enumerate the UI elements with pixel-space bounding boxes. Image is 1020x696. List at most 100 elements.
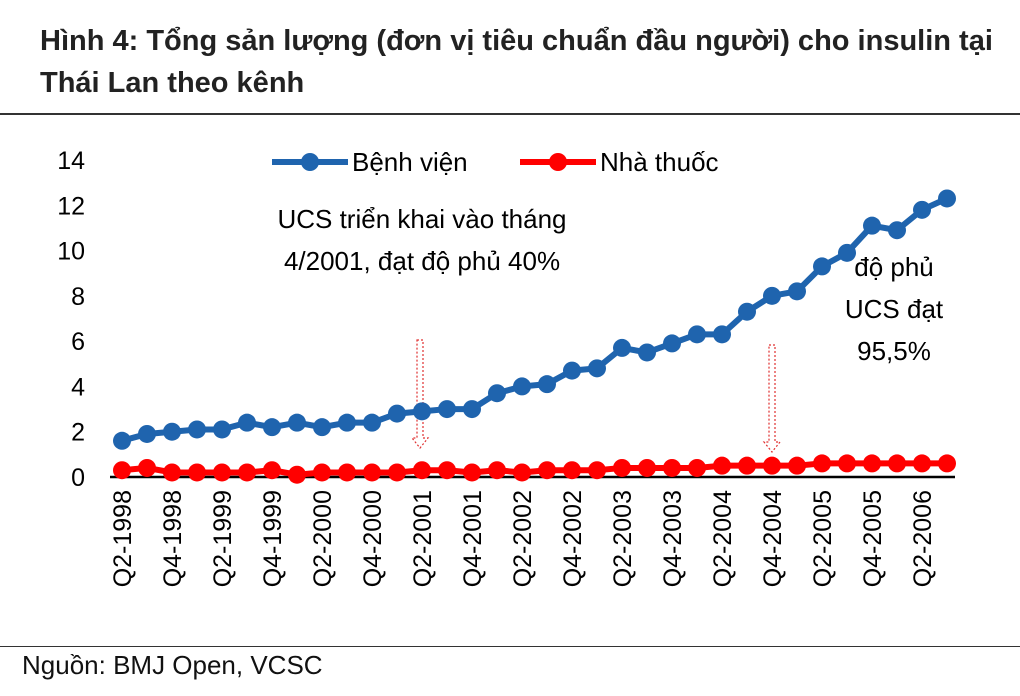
data-point — [638, 458, 656, 477]
data-point — [888, 454, 906, 473]
data-point — [388, 463, 406, 482]
x-tick-label: Q4-1999 — [259, 490, 287, 587]
data-point — [138, 458, 156, 477]
x-tick-label: Q2-1999 — [209, 490, 237, 587]
annotation-text: độ phủ — [854, 252, 934, 282]
annotation-text: UCS triển khai vào tháng — [277, 204, 566, 234]
data-point — [863, 454, 881, 473]
x-tick-label: Q2-2006 — [909, 490, 937, 587]
x-tick-label: Q4-2000 — [359, 490, 387, 587]
data-point — [563, 461, 581, 480]
data-point — [288, 465, 306, 484]
y-tick-label: 2 — [71, 419, 85, 447]
data-point — [363, 463, 381, 482]
legend-label: Nhà thuốc — [600, 147, 719, 177]
data-point — [488, 384, 506, 403]
data-point — [688, 458, 706, 477]
annotation-arrow — [762, 344, 782, 453]
series-line-hospital — [121, 195, 949, 444]
data-point — [363, 413, 381, 432]
data-point — [813, 454, 831, 473]
data-point — [688, 325, 706, 344]
y-tick-label: 10 — [57, 238, 85, 266]
data-point — [313, 418, 331, 437]
annotation-arrow — [410, 339, 430, 449]
data-point — [163, 463, 181, 482]
data-point — [488, 461, 506, 480]
data-point — [438, 400, 456, 419]
data-point — [113, 461, 131, 480]
source-note: Nguồn: BMJ Open, VCSC — [22, 650, 323, 680]
data-point — [713, 325, 731, 344]
data-point — [388, 404, 406, 423]
data-point — [738, 302, 756, 321]
data-point — [413, 402, 431, 421]
y-tick-label: 4 — [71, 373, 85, 401]
chart-title: Hình 4: Tổng sản lượng (đơn vị tiêu chuẩ… — [40, 25, 993, 99]
data-point — [913, 454, 931, 473]
data-point — [863, 216, 881, 235]
y-tick-label: 14 — [57, 147, 85, 175]
x-tick-label: Q2-2004 — [709, 490, 737, 587]
x-tick-label: Q4-2001 — [459, 490, 487, 587]
data-point — [338, 463, 356, 482]
data-point — [238, 413, 256, 432]
data-point — [938, 454, 956, 473]
x-tick-label: Q2-2002 — [509, 490, 537, 587]
data-point — [463, 400, 481, 419]
data-point — [213, 463, 231, 482]
data-point — [313, 463, 331, 482]
data-point — [438, 461, 456, 480]
data-point — [513, 377, 531, 396]
data-point — [738, 456, 756, 475]
data-point — [788, 456, 806, 475]
x-tick-label: Q2-2003 — [609, 490, 637, 587]
y-tick-label: 0 — [71, 464, 85, 492]
legend-marker — [301, 153, 319, 171]
title-divider — [0, 113, 1020, 115]
data-point — [813, 257, 831, 276]
data-point — [213, 420, 231, 439]
source-divider — [0, 646, 1020, 647]
series-line-pharmacy — [121, 460, 947, 478]
data-point — [588, 461, 606, 480]
annotation-text: UCS đạt — [845, 294, 944, 324]
data-point — [188, 420, 206, 439]
legend-label: Bệnh viện — [352, 147, 468, 177]
data-point — [588, 359, 606, 378]
x-tick-label: Q2-2000 — [309, 490, 337, 587]
data-point — [663, 334, 681, 353]
data-point — [138, 424, 156, 443]
data-point — [838, 454, 856, 473]
data-point — [288, 413, 306, 432]
data-point — [463, 463, 481, 482]
data-point — [263, 418, 281, 437]
y-tick-label: 12 — [57, 192, 85, 220]
data-point — [663, 458, 681, 477]
x-tick-label: Q2-1998 — [109, 490, 137, 587]
x-tick-label: Q2-2001 — [409, 490, 437, 587]
x-tick-label: Q4-2005 — [859, 490, 887, 587]
annotation-text: 4/2001, đạt độ phủ 40% — [284, 246, 560, 276]
x-tick-label: Q2-2005 — [809, 490, 837, 587]
y-tick-label: 6 — [71, 328, 85, 356]
x-tick-label: Q4-2002 — [559, 490, 587, 587]
data-point — [113, 431, 131, 450]
data-point — [713, 456, 731, 475]
data-point — [238, 463, 256, 482]
data-point — [513, 463, 531, 482]
data-point — [938, 189, 956, 208]
data-point — [913, 200, 931, 219]
data-point — [613, 338, 631, 357]
data-point — [538, 375, 556, 394]
data-point — [888, 221, 906, 240]
data-point — [263, 461, 281, 480]
x-tick-label: Q4-1998 — [159, 490, 187, 587]
data-point — [413, 461, 431, 480]
y-tick-label: 8 — [71, 283, 85, 311]
legend-marker — [549, 153, 567, 171]
x-tick-label: Q4-2004 — [759, 490, 787, 587]
annotation-text: 95,5% — [857, 336, 931, 366]
